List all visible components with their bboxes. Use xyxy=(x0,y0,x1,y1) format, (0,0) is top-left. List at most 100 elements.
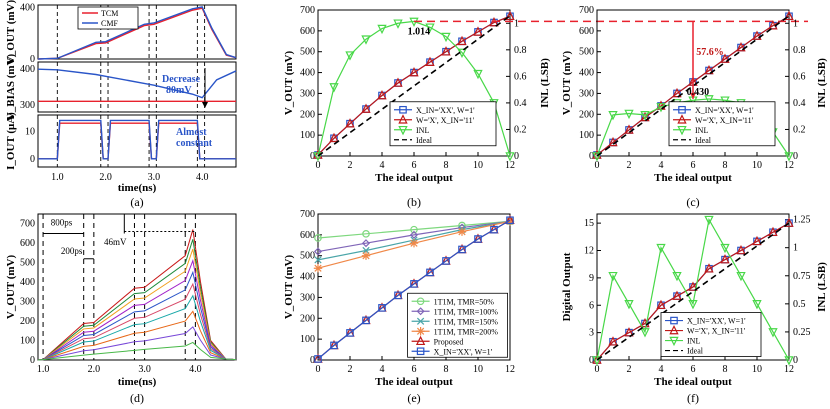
annotation-arrowhead xyxy=(202,102,208,108)
y2-tick-label: 0 xyxy=(514,151,519,162)
data-point-0 xyxy=(314,234,322,242)
annotation-800ps: 800ps xyxy=(51,218,73,228)
legend-entry: W='X', X_IN='11' xyxy=(687,327,746,336)
legend-entry: INL xyxy=(416,126,429,135)
legend-marker xyxy=(415,335,426,346)
data-point-5 xyxy=(474,235,482,243)
data-point-1 xyxy=(425,56,435,66)
y-tick-label: 500 xyxy=(300,251,315,262)
data-point-1 xyxy=(393,77,403,87)
y-tick-label: 300 xyxy=(20,297,35,308)
y-tick-label: 300 xyxy=(300,292,315,303)
data-point-2 xyxy=(345,51,355,61)
data-point-2 xyxy=(377,24,387,35)
chart-d: 0 100 200 300 400 500 600 700 1.0 2.0 3.0 4.0 time(n… xyxy=(20,213,237,388)
legend-entry: W='X', X_IN='11' xyxy=(695,116,754,125)
x-tick-label: 4 xyxy=(380,160,385,171)
data-point-2 xyxy=(784,152,794,162)
y-tick-label: 200 xyxy=(20,316,35,327)
y2-tick-label: 1 xyxy=(514,18,519,29)
legend-entry: 1T1M, TMR=200% xyxy=(434,327,499,336)
legend-marker xyxy=(416,347,425,356)
legend-marker xyxy=(398,125,408,136)
data-point-2 xyxy=(362,246,370,255)
legend-box xyxy=(668,101,776,147)
series-line-2 xyxy=(596,217,790,361)
y-tick-label: 300 xyxy=(20,100,35,111)
legend-entry: X_IN='XX', W=1' xyxy=(695,106,754,115)
legend-entry: X_IN='XX', W=1' xyxy=(687,317,746,326)
x-axis-label: time(ns) xyxy=(118,376,157,388)
y2-tick-label: 0.4 xyxy=(793,98,806,109)
y-tick-label: 9 xyxy=(589,273,594,284)
x-tick-label: 6 xyxy=(691,160,696,171)
trace-cmf xyxy=(37,68,237,99)
subplot-frame-0 xyxy=(37,4,237,60)
data-point-1 xyxy=(704,64,714,75)
data-point-2 xyxy=(624,109,634,120)
chart-e: 0 2 4 6 8 10 12 0 100 200 300 400 500 600 700 The ideal… xyxy=(300,209,515,388)
y-tick-label: 10 xyxy=(25,126,35,137)
legend-marker xyxy=(399,105,407,114)
trace-cmf xyxy=(38,119,236,160)
annotation-reduction: 57.6% xyxy=(696,47,724,58)
data-point-1 xyxy=(473,26,483,36)
data-point-2 xyxy=(720,96,730,106)
data-point-2 xyxy=(768,328,778,338)
y-tick-label: 700 xyxy=(20,219,35,230)
transient-trace-0 xyxy=(37,229,237,361)
y-tick-label: 600 xyxy=(20,238,35,249)
annotation-max-inl: 1.014 xyxy=(408,26,431,37)
y2-tick-label: 0.75 xyxy=(793,271,811,282)
data-point-2 xyxy=(314,256,322,264)
x-tick-label: 8 xyxy=(444,364,449,375)
data-point-1 xyxy=(752,30,762,40)
x-tick-label: 12 xyxy=(505,364,515,375)
data-point-5 xyxy=(410,280,418,288)
transient-trace-3 xyxy=(37,258,237,361)
data-point-2 xyxy=(640,328,650,338)
chart-c: 0 2 4 6 8 10 12010020030040050060070000.20.40.… xyxy=(579,5,806,184)
data-point-1 xyxy=(672,290,682,300)
x-tick-label: 8 xyxy=(723,160,728,171)
y-tick-label: 600 xyxy=(300,26,315,37)
legend-marker xyxy=(398,114,408,124)
y-tick-label: 3 xyxy=(589,328,594,339)
data-point-1 xyxy=(409,230,419,239)
x-axis-label: The ideal output xyxy=(375,172,453,184)
data-point-2 xyxy=(393,19,403,29)
y2-tick-label: 1 xyxy=(793,18,798,29)
legend-marker xyxy=(669,325,679,335)
legend-marker xyxy=(678,105,686,114)
series-line-1 xyxy=(317,220,511,253)
data-point-1 xyxy=(608,336,618,346)
annotation-46mv: 46mV xyxy=(104,237,127,247)
x-tick-label: 4.0 xyxy=(196,172,209,183)
y2-axis-label: INL (LSB) xyxy=(816,262,828,312)
annotation-inl: 0.430 xyxy=(687,87,710,98)
legend-marker xyxy=(416,307,425,316)
x-tick-label: 12 xyxy=(784,160,794,171)
x-tick-label: 10 xyxy=(752,160,762,171)
y2-tick-label: 0.8 xyxy=(793,45,806,56)
y-axis-label: V_OUT (mV) xyxy=(5,255,17,320)
legend-marker xyxy=(416,297,425,306)
data-point-1 xyxy=(361,239,371,248)
data-point-5 xyxy=(442,257,450,265)
y-axis-label: I_OUT (μA) xyxy=(5,112,17,170)
data-point-2 xyxy=(313,152,323,162)
y-tick-label: 500 xyxy=(300,47,315,58)
data-point-1 xyxy=(329,132,339,143)
x-tick-label: 6 xyxy=(412,160,417,171)
y2-tick-label: 0.8 xyxy=(514,45,527,56)
data-point-1 xyxy=(441,46,451,56)
y-axis-label: Digital Output xyxy=(561,252,573,321)
x-tick-label: 4 xyxy=(380,364,385,375)
data-point-2 xyxy=(672,271,682,282)
data-point-1 xyxy=(608,136,618,147)
legend-entry: INL xyxy=(687,337,700,346)
plot-frame xyxy=(37,213,237,361)
x-axis-label: The ideal output xyxy=(375,376,453,388)
data-point-5 xyxy=(362,316,370,325)
